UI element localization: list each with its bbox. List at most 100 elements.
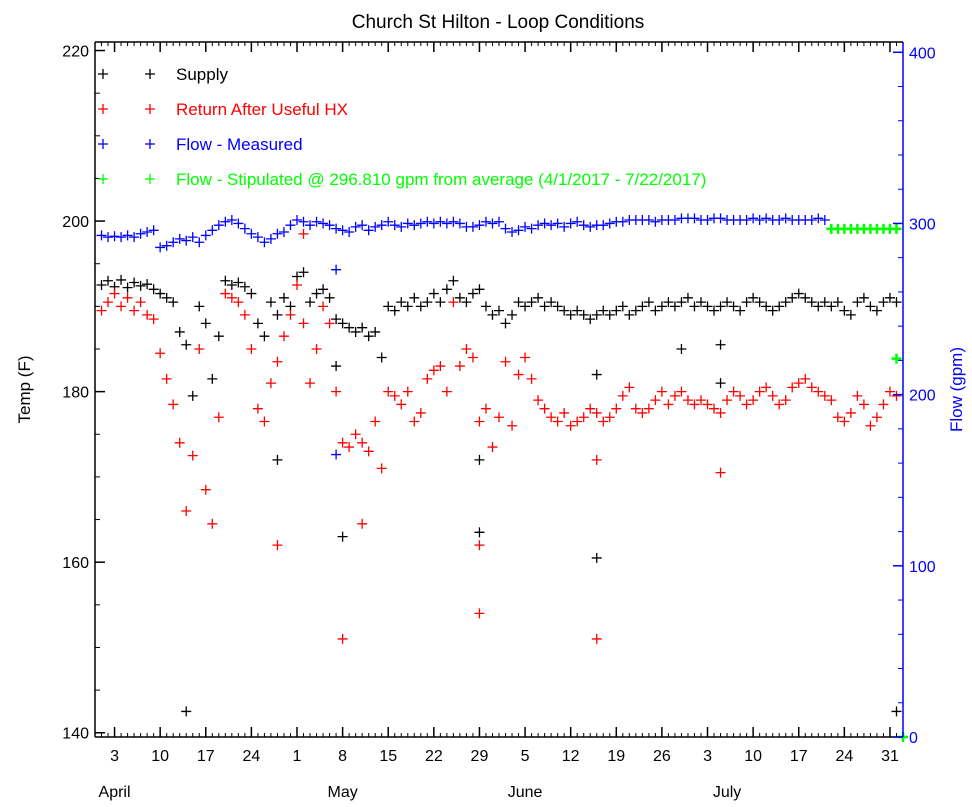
data-point — [630, 403, 641, 414]
data-point — [591, 552, 602, 563]
legend-label: Flow - Measured — [176, 135, 303, 154]
data-point — [207, 225, 218, 236]
data-point — [559, 221, 570, 232]
data-point — [598, 305, 609, 316]
data-point — [357, 518, 368, 529]
data-point — [500, 356, 511, 367]
data-point — [155, 242, 166, 253]
data-point — [728, 386, 739, 397]
x-axis-ticks: 3 10 17 24 1 8 15 22 29 5 12 19 26 3 10 17 24 31 April May J… — [99, 42, 899, 801]
data-point — [780, 395, 791, 406]
data-point — [604, 412, 615, 423]
data-point — [735, 305, 746, 316]
data-point — [370, 326, 381, 337]
data-point — [689, 301, 700, 312]
data-point — [839, 305, 850, 316]
data-point — [350, 429, 361, 440]
data-point — [650, 395, 661, 406]
data-point — [643, 297, 654, 308]
data-point — [441, 284, 452, 295]
data-point — [409, 416, 420, 427]
data-point — [819, 215, 830, 226]
legend-entry-2: Flow - Measured — [98, 135, 303, 154]
legend-marker — [145, 174, 155, 184]
data-point — [292, 215, 302, 226]
data-point — [611, 403, 622, 414]
data-point — [148, 314, 159, 325]
data-point — [370, 221, 381, 232]
data-point — [507, 227, 518, 238]
x-tick-label: 31 — [881, 748, 899, 765]
data-point — [591, 369, 602, 380]
data-point — [761, 213, 772, 224]
data-point — [252, 403, 263, 414]
data-point — [474, 608, 485, 619]
data-point — [135, 228, 146, 239]
data-point — [467, 288, 478, 299]
data-point — [383, 386, 394, 397]
data-point — [552, 301, 563, 312]
data-point — [200, 318, 211, 329]
x-tick-label: 24 — [242, 748, 260, 765]
data-point — [103, 275, 114, 286]
data-point — [494, 412, 504, 423]
data-point — [435, 297, 446, 308]
data-point — [161, 240, 172, 251]
x-tick-label: 24 — [835, 748, 853, 765]
left-tick-label: 200 — [62, 214, 89, 231]
series-0 — [96, 267, 902, 717]
data-point — [363, 446, 374, 457]
data-point — [806, 297, 817, 308]
data-point — [813, 301, 824, 312]
data-point — [376, 220, 387, 231]
data-point — [533, 220, 544, 231]
data-point — [526, 373, 537, 384]
data-point — [311, 288, 322, 299]
data-point — [845, 407, 856, 418]
data-point — [207, 373, 218, 384]
data-point — [891, 706, 902, 717]
data-point — [103, 232, 114, 243]
data-point — [474, 220, 485, 231]
data-point — [884, 386, 895, 397]
data-point — [787, 292, 798, 303]
data-point — [643, 215, 654, 226]
data-point — [474, 416, 485, 427]
x-tick-label: 5 — [521, 748, 530, 765]
data-point — [682, 292, 693, 303]
data-point — [546, 297, 557, 308]
data-point — [292, 271, 302, 282]
data-point — [533, 292, 544, 303]
y-axis-left-title: Temp (F) — [15, 356, 34, 424]
month-label: May — [327, 784, 357, 801]
data-point — [546, 220, 557, 231]
data-point — [174, 326, 185, 337]
x-tick-label: 10 — [744, 748, 762, 765]
data-point — [565, 420, 576, 431]
data-point — [259, 331, 270, 342]
data-point — [155, 288, 166, 299]
data-point — [748, 213, 759, 224]
data-point — [715, 213, 726, 224]
data-point — [565, 218, 576, 229]
data-point — [526, 297, 537, 308]
legend-label: Return After Useful HX — [176, 100, 348, 119]
data-point — [428, 288, 439, 299]
right-tick-label: 200 — [909, 388, 936, 405]
data-point — [337, 531, 348, 542]
data-point — [741, 297, 752, 308]
data-point — [539, 301, 550, 312]
data-point — [689, 399, 700, 410]
data-point — [780, 213, 791, 224]
data-point — [865, 420, 876, 431]
data-point — [624, 309, 635, 320]
month-label: April — [99, 784, 131, 801]
data-point — [715, 378, 726, 389]
data-point — [422, 216, 433, 227]
data-point — [539, 403, 550, 414]
data-point — [357, 322, 368, 333]
data-point — [546, 412, 557, 423]
x-tick-label: 1 — [293, 748, 302, 765]
data-point — [161, 373, 172, 384]
data-point — [487, 442, 498, 453]
